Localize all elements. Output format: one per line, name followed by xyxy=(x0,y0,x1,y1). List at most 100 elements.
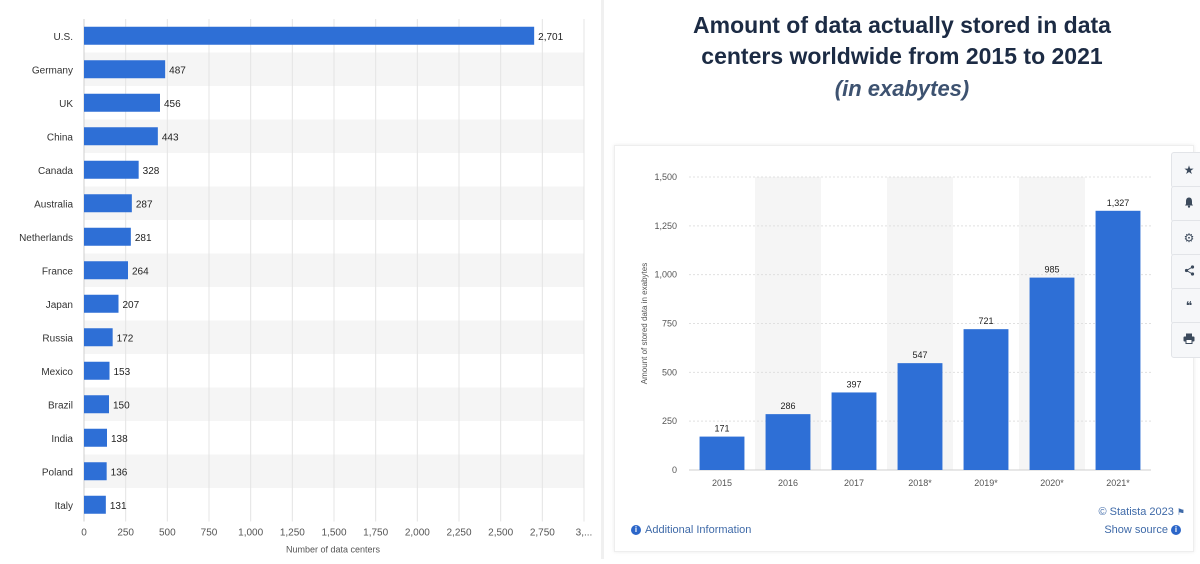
x-tick-label: 1,500 xyxy=(321,528,346,539)
x-tick-label: 2018* xyxy=(908,478,932,486)
stored-data-chart: 0 250 500 750 1,000 1,250 1,500 171 2015 286 2016 3… xyxy=(640,172,1151,486)
favorite-icon: ★ xyxy=(1183,163,1195,177)
x-tick-label: 1,750 xyxy=(363,528,388,539)
value-label: 136 xyxy=(111,467,128,478)
share-icon xyxy=(1184,265,1195,279)
bar-2016 xyxy=(765,414,811,470)
category-label: Brazil xyxy=(48,400,73,411)
additional-information-label: Additional Information xyxy=(645,524,752,536)
x-tick-label: 2,500 xyxy=(488,528,513,539)
bar-2015 xyxy=(699,436,745,470)
bar-russia xyxy=(84,328,113,347)
bar-canada xyxy=(84,160,139,179)
x-tick-label: 750 xyxy=(201,528,218,539)
y-tick-label: 1,500 xyxy=(654,172,677,182)
x-tick-label: 2021* xyxy=(1106,478,1130,486)
x-axis-label: Number of data centers xyxy=(286,545,381,555)
category-label: France xyxy=(42,266,74,277)
right-chart-panel: Amount of data actually stored in data c… xyxy=(604,0,1200,559)
category-label: Russia xyxy=(42,333,73,344)
value-label: 547 xyxy=(912,350,927,360)
x-tick-label: 0 xyxy=(81,528,87,539)
value-label: 138 xyxy=(111,434,128,445)
value-label: 2,701 xyxy=(538,32,563,43)
category-label: Mexico xyxy=(41,367,73,378)
value-label: 1,327 xyxy=(1107,198,1130,208)
bar-poland xyxy=(84,462,107,481)
value-label: 172 xyxy=(117,333,134,344)
flag-icon: ⚑ xyxy=(1176,507,1185,517)
share-button[interactable] xyxy=(1171,254,1200,290)
x-tick-label: 2,000 xyxy=(405,528,430,539)
bar-india xyxy=(84,428,107,447)
x-tick-label: 2,250 xyxy=(446,528,471,539)
bar-2020 xyxy=(1029,277,1075,470)
value-label: 985 xyxy=(1044,265,1059,275)
category-label: Germany xyxy=(32,65,73,76)
x-tick-label: 250 xyxy=(117,528,134,539)
y-tick-label: 0 xyxy=(672,465,677,475)
y-axis-label: Amount of stored data in exabytes xyxy=(640,263,649,384)
value-label: 171 xyxy=(714,424,729,434)
show-source-link[interactable]: Show source i xyxy=(1104,524,1185,536)
x-tick-label: 2020* xyxy=(1040,478,1064,486)
bar-italy xyxy=(84,495,106,514)
copyright-label: © Statista 2023 xyxy=(1098,506,1174,518)
bar-australia xyxy=(84,194,132,213)
category-label: Italy xyxy=(55,501,73,512)
value-label: 150 xyxy=(113,400,130,411)
left-chart-panel: U.S. 2,701 Germany 487 UK 456 China 443 Canada 32… xyxy=(0,0,600,559)
bar-france xyxy=(84,261,128,280)
value-label: 153 xyxy=(114,367,131,378)
quote-icon: ❝ xyxy=(1185,299,1193,313)
y-tick-label: 750 xyxy=(662,319,677,329)
bar-uk xyxy=(84,93,160,112)
settings-button[interactable]: ⚙ xyxy=(1171,220,1200,256)
print-button[interactable] xyxy=(1171,322,1200,358)
bell-icon xyxy=(1184,197,1194,211)
bar-2019 xyxy=(963,329,1009,470)
value-label: 397 xyxy=(846,379,861,389)
x-tick-label: 3,... xyxy=(576,528,593,539)
favorite-button[interactable]: ★ xyxy=(1171,152,1200,188)
chart-subtitle: (in exabytes) xyxy=(834,76,970,101)
bar-netherlands xyxy=(84,227,131,246)
value-label: 487 xyxy=(169,65,186,76)
y-tick-label: 500 xyxy=(662,367,677,377)
value-label: 721 xyxy=(978,316,993,326)
x-tick-label: 2015 xyxy=(712,478,732,486)
category-label: China xyxy=(47,132,74,143)
cite-button[interactable]: ❝ xyxy=(1171,288,1200,324)
value-label: 287 xyxy=(136,199,153,210)
value-label: 286 xyxy=(780,401,795,411)
x-tick-label: 2,750 xyxy=(530,528,555,539)
category-label: Netherlands xyxy=(19,233,73,244)
show-source-label: Show source xyxy=(1104,524,1168,536)
x-tick-label: 2019* xyxy=(974,478,998,486)
bar-2021 xyxy=(1095,210,1141,470)
y-tick-label: 1,250 xyxy=(654,221,677,231)
value-label: 264 xyxy=(132,266,149,277)
x-tick-label: 2017 xyxy=(844,478,864,486)
value-label: 443 xyxy=(162,132,179,143)
panel-divider xyxy=(601,0,604,559)
statista-chart-card: 0 250 500 750 1,000 1,250 1,500 171 2015 286 2016 3… xyxy=(614,145,1200,552)
bar-brazil xyxy=(84,395,109,414)
bar-mexico xyxy=(84,361,110,380)
info-icon: i xyxy=(631,525,641,536)
additional-information-link[interactable]: i Additional Information xyxy=(631,524,751,536)
x-tick-label: 2016 xyxy=(778,478,798,486)
category-label: U.S. xyxy=(54,32,73,43)
value-label: 131 xyxy=(110,501,127,512)
bar-germany xyxy=(84,60,166,79)
y-tick-label: 250 xyxy=(662,416,677,426)
statista-copyright[interactable]: © Statista 2023 ⚑ xyxy=(1098,506,1185,518)
category-label: UK xyxy=(59,99,73,110)
x-tick-label: 1,000 xyxy=(238,528,263,539)
chart-title-line-2: centers worldwide from 2015 to 2021 xyxy=(701,43,1103,69)
notification-button[interactable] xyxy=(1171,186,1200,222)
value-label: 328 xyxy=(143,166,160,177)
category-label: India xyxy=(51,434,73,445)
bar-2017 xyxy=(831,392,877,470)
value-label: 207 xyxy=(123,300,140,311)
